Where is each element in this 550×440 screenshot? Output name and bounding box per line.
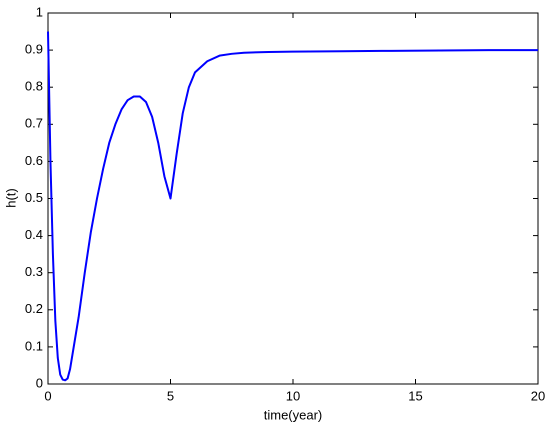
x-tick-label: 15 (408, 388, 422, 403)
x-tick-label: 0 (44, 388, 51, 403)
y-tick-label: 0.9 (25, 42, 43, 57)
y-tick-label: 0.2 (25, 301, 43, 316)
x-tick-label: 20 (531, 388, 545, 403)
y-tick-label: 0.6 (25, 153, 43, 168)
y-tick-label: 1 (36, 4, 43, 19)
x-axis-label: time(year) (264, 407, 323, 422)
x-tick-label: 5 (167, 388, 174, 403)
y-tick-label: 0.3 (25, 264, 43, 279)
plot-box (47, 12, 539, 385)
y-tick-label: 0.4 (25, 227, 43, 242)
y-axis-label: h(t) (3, 188, 18, 208)
data-line (47, 31, 538, 382)
y-tick-label: 0.1 (25, 338, 43, 353)
y-tick-label: 0.5 (25, 190, 43, 205)
x-tick-label: 10 (286, 388, 300, 403)
y-tick-label: 0.7 (25, 116, 43, 131)
y-tick-label: 0 (36, 375, 43, 390)
y-tick-label: 0.8 (25, 79, 43, 94)
